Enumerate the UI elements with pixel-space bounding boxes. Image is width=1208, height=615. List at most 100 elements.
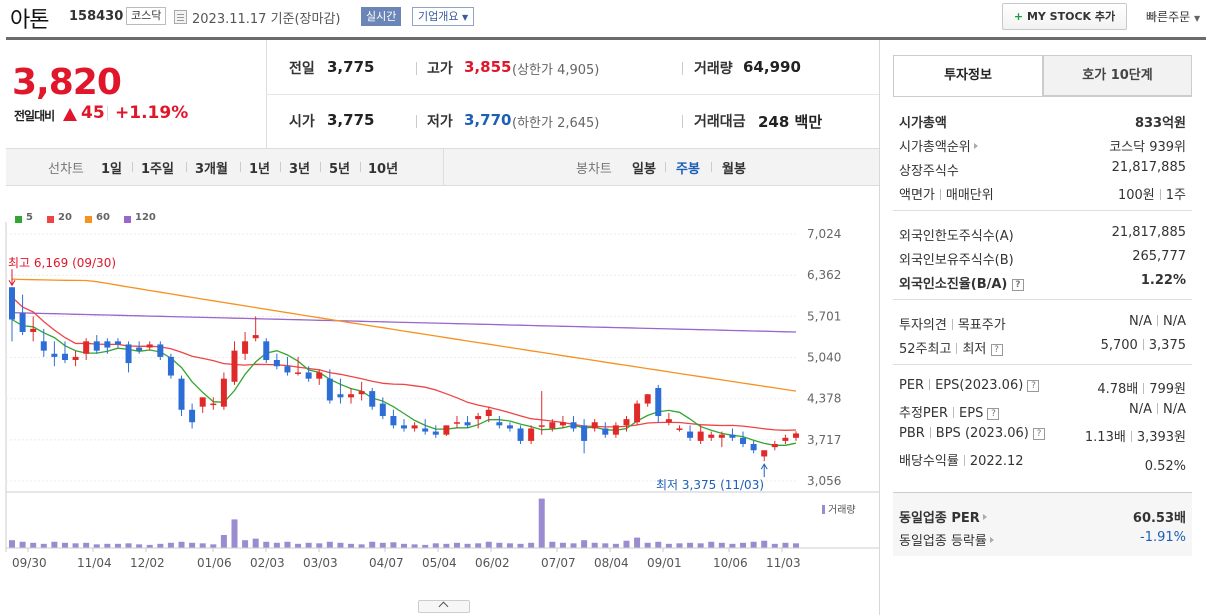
sector-change-link[interactable]: 동일업종 등락률 — [899, 530, 994, 549]
period-5y[interactable]: 5년 — [329, 162, 351, 177]
volume-bar — [517, 543, 524, 548]
chart-grid — [5, 222, 879, 552]
candle — [401, 425, 407, 429]
chart-collapse-button[interactable] — [418, 600, 470, 613]
candle — [634, 403, 641, 423]
sector-change-value: -1.91% — [1140, 530, 1186, 545]
help-icon[interactable]: ? — [1032, 428, 1045, 440]
volume-bar — [496, 542, 503, 548]
help-icon[interactable]: ? — [1027, 380, 1040, 392]
divider — [711, 162, 712, 172]
divider — [665, 162, 666, 172]
per-eps-label: PER EPS(2023.06) ? — [899, 378, 1040, 393]
candle — [708, 434, 715, 438]
candle — [316, 372, 323, 379]
volume-bar — [189, 542, 196, 548]
period-monthly[interactable]: 월봉 — [722, 162, 746, 177]
x-tick-label: 06/02 — [475, 556, 510, 570]
candle — [167, 356, 174, 376]
candle — [348, 394, 355, 398]
divider — [107, 106, 108, 121]
period-daily[interactable]: 일봉 — [632, 162, 656, 177]
candle — [644, 394, 651, 404]
period-1d[interactable]: 1일 — [101, 162, 123, 177]
help-icon[interactable]: ? — [1011, 279, 1024, 291]
candle — [273, 359, 280, 367]
period-weekly[interactable]: 주봉 — [676, 162, 700, 177]
tab-invest-info[interactable]: 투자정보 — [893, 55, 1043, 96]
candle — [61, 353, 68, 360]
listed-shares-value: 21,817,885 — [1111, 160, 1186, 175]
divider — [6, 37, 1206, 40]
sector-per-link[interactable]: 동일업종 PER — [899, 507, 987, 526]
volume-bar — [793, 543, 799, 548]
volume-bar — [581, 540, 588, 548]
period-3m[interactable]: 3개월 — [195, 162, 228, 177]
help-icon[interactable]: ? — [990, 344, 1003, 356]
candle — [538, 425, 545, 427]
volume-bar — [114, 543, 121, 548]
volume-bar — [602, 543, 609, 548]
realtime-button[interactable]: 실시간 — [361, 7, 402, 26]
candle — [612, 425, 619, 435]
legend-ma20-label: 20 — [58, 212, 72, 223]
candle — [125, 344, 132, 364]
candle — [485, 409, 492, 417]
quick-order-link[interactable]: 빠른주문 ▼ — [1146, 10, 1201, 24]
candle — [623, 419, 630, 426]
company-overview-button[interactable]: 기업개요 ▼ — [412, 7, 475, 26]
legend-ma120-swatch — [124, 216, 131, 223]
period-10y[interactable]: 10년 — [368, 162, 399, 177]
period-1y[interactable]: 1년 — [249, 162, 271, 177]
volume-bar — [316, 543, 323, 548]
x-tick-label: 05/04 — [422, 556, 457, 570]
volume-bar — [422, 544, 429, 548]
y-tick-label: 5,701 — [807, 309, 841, 323]
w52-label: 52주최고 최저 ? — [899, 338, 1003, 357]
period-1w[interactable]: 1주일 — [141, 162, 174, 177]
candle — [136, 347, 143, 351]
dividend-value: 0.52% — [1144, 459, 1186, 474]
volume-bar — [167, 542, 174, 548]
volume-bar — [83, 542, 90, 548]
divider — [893, 96, 1192, 97]
help-icon[interactable]: ? — [987, 408, 1000, 420]
volume-bar — [369, 541, 376, 548]
foreign-limit-label: 외국인한도주식수(A) — [899, 229, 1014, 244]
market-cap-rank-link[interactable]: 시가총액순위 — [899, 136, 978, 155]
tab-quote-10[interactable]: 호가 10단계 — [1043, 55, 1192, 96]
volume-bar — [220, 535, 227, 548]
ma5-line — [11, 318, 797, 446]
volume-bar — [72, 543, 79, 548]
candle — [51, 353, 58, 357]
volume-bar — [528, 542, 535, 548]
divider — [893, 492, 1192, 493]
candle — [369, 391, 376, 407]
line-chart-label: 선차트 — [48, 162, 84, 177]
add-my-stock-button[interactable]: + MY STOCK 추가 — [1002, 3, 1127, 30]
volume-bar — [231, 519, 238, 548]
period-3y[interactable]: 3년 — [289, 162, 311, 177]
candle — [559, 422, 566, 426]
pbr-bps-label: PBR BPS (2023.06) ? — [899, 426, 1045, 441]
volume-bar — [305, 542, 312, 548]
candle — [422, 428, 429, 432]
change-label: 전일대비 — [14, 109, 55, 123]
volume-bar — [623, 540, 630, 548]
volume-bar — [125, 543, 132, 548]
volume-bar — [591, 542, 598, 548]
foreign-hold-value: 265,777 — [1132, 249, 1186, 264]
arrow-right-icon — [989, 537, 994, 543]
stock-name: 아톤 — [10, 8, 49, 33]
candlestick-chart[interactable]: 7,024 6,362 5,701 5,040 4,378 3,717 3,056 09/3… — [0, 222, 879, 577]
volume-bar — [687, 542, 694, 548]
divider — [360, 162, 361, 172]
volume-bar — [146, 544, 153, 548]
chart-period-bar — [6, 148, 879, 186]
legend-ma120-label: 120 — [135, 212, 156, 223]
y-tick-label: 4,378 — [807, 392, 841, 406]
divider — [280, 162, 281, 172]
divider — [416, 115, 417, 128]
high-annotation: 최고 6,169 (09/30) — [8, 256, 116, 270]
candle — [506, 425, 513, 429]
